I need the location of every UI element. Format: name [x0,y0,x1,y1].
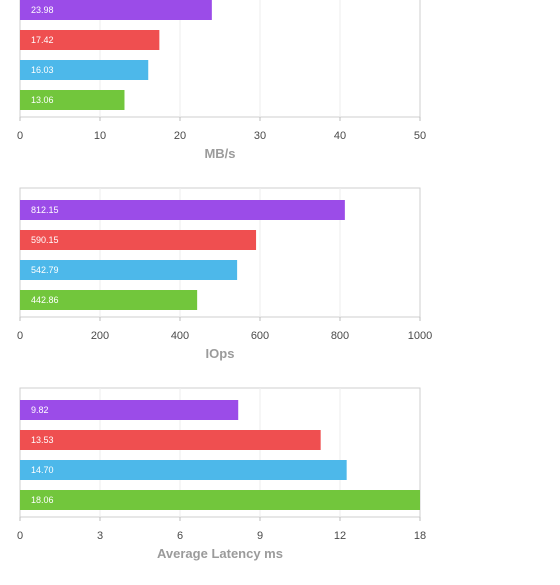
bar-value-label: 542.79 [31,265,59,275]
bar-value-label: 590.15 [31,235,59,245]
x-tick-label: 1000 [408,330,432,342]
x-tick-label: 800 [331,330,349,342]
x-tick-label: 0 [17,330,23,342]
bar-value-label: 23.98 [31,5,54,15]
bar-2 [20,430,321,450]
bar-value-label: 17.42 [31,35,54,45]
x-axis-title: Average Latency ms [157,546,283,561]
chart-panel-1: 23.98 17.42 16.03 13.06 0 10 20 30 40 50 MB/s [17,0,426,161]
bar-value-label: 18.06 [31,495,54,505]
bar-3 [20,460,347,480]
chart-panel-3: 9.82 13.53 14.70 18.06 0 3 6 9 12 18 Average Laten… [17,387,426,561]
bar-3 [20,60,149,80]
bar-value-label: 13.53 [31,435,54,445]
bar-value-label: 9.82 [31,405,49,415]
x-tick-label: 0 [17,530,23,542]
x-tick-label: 0 [17,130,23,142]
x-axis-title: MB/s [204,146,235,161]
x-tick-label: 12 [334,530,346,542]
bar-3 [20,260,238,280]
bar-4 [20,90,125,110]
x-tick-label: 6 [177,530,183,542]
x-tick-label: 50 [414,130,426,142]
x-tick-label: 40 [334,130,346,142]
bar-value-label: 13.06 [31,95,54,105]
chart-panel-2: 812.15 590.15 542.79 442.86 0 200 400 600 800 100… [17,187,432,361]
x-tick-label: 400 [171,330,189,342]
x-axis-title: IOps [206,346,235,361]
bar-value-label: 14.70 [31,465,54,475]
x-tick-label: 200 [91,330,109,342]
x-tick-label: 600 [251,330,269,342]
bar-value-label: 812.15 [31,205,59,215]
bar-value-label: 442.86 [31,295,59,305]
x-tick-label: 20 [174,130,186,142]
x-tick-label: 18 [414,530,426,542]
bar-1 [20,200,345,220]
bar-2 [20,230,257,250]
x-tick-label: 9 [257,530,263,542]
bar-4 [20,490,420,510]
x-tick-label: 30 [254,130,266,142]
bar-1 [20,0,212,20]
bar-2 [20,30,160,50]
x-tick-label: 10 [94,130,106,142]
x-tick-label: 3 [97,530,103,542]
bar-value-label: 16.03 [31,65,54,75]
bar-4 [20,290,198,310]
bar-1 [20,400,239,420]
